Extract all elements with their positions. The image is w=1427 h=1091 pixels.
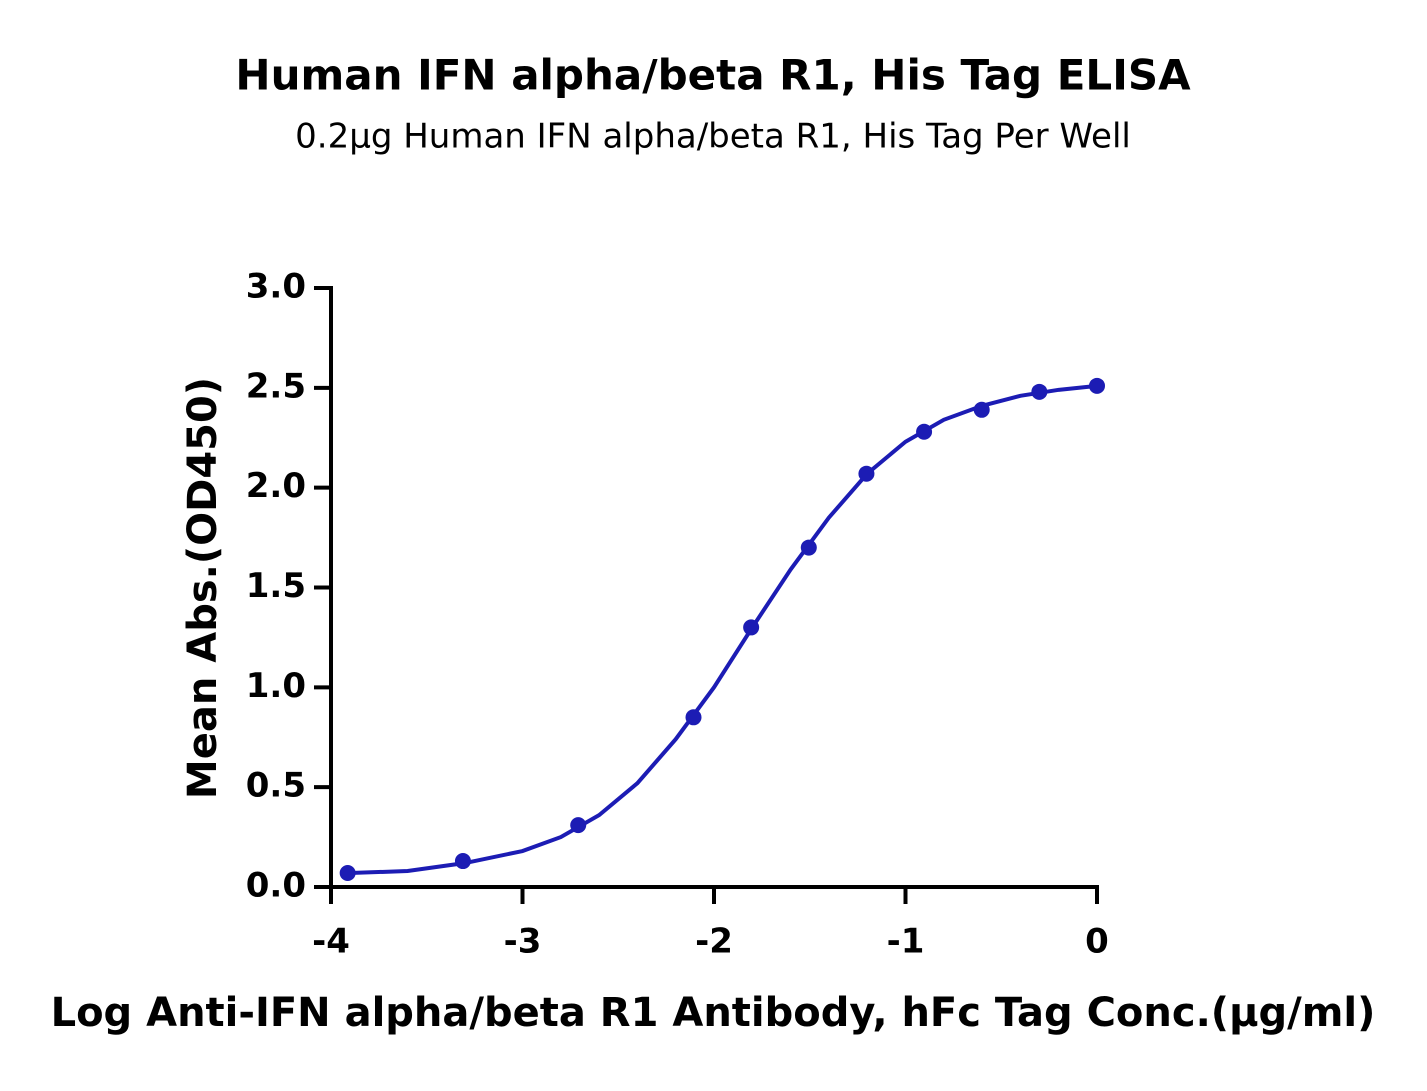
data-point — [685, 709, 702, 726]
data-point — [800, 539, 817, 556]
data-point — [973, 401, 990, 418]
y-tick-label: 2.0 — [246, 466, 306, 506]
data-point — [916, 423, 933, 440]
x-tick-label: 0 — [1085, 922, 1109, 962]
data-point — [743, 619, 760, 636]
y-tick-label: 1.5 — [246, 566, 306, 606]
y-tick-label: 3.0 — [246, 267, 306, 307]
y-axis-label: Mean Abs.(OD450) — [180, 377, 226, 799]
data-point — [454, 853, 471, 870]
chart-subtitle: 0.2μg Human IFN alpha/beta R1, His Tag P… — [295, 117, 1131, 157]
data-point — [858, 465, 875, 482]
fit-curve — [350, 383, 1098, 876]
x-tick-label: -2 — [695, 922, 733, 962]
data-point — [570, 817, 587, 834]
data-point — [339, 865, 356, 882]
chart-title: Human IFN alpha/beta R1, His Tag ELISA — [235, 51, 1191, 100]
y-tick-label: 1.0 — [246, 666, 306, 706]
x-tick-label: -3 — [504, 922, 542, 962]
data-point — [1031, 383, 1048, 400]
y-tick-label: 0.5 — [246, 766, 306, 806]
x-axis-label: Log Anti-IFN alpha/beta R1 Antibody, hFc… — [51, 990, 1376, 1036]
x-tick-label: -1 — [887, 922, 925, 962]
x-tick-label: -4 — [312, 922, 350, 962]
data-point — [1089, 377, 1105, 394]
y-tick-label: 2.5 — [246, 366, 306, 406]
y-tick-label: 0.0 — [246, 866, 306, 906]
